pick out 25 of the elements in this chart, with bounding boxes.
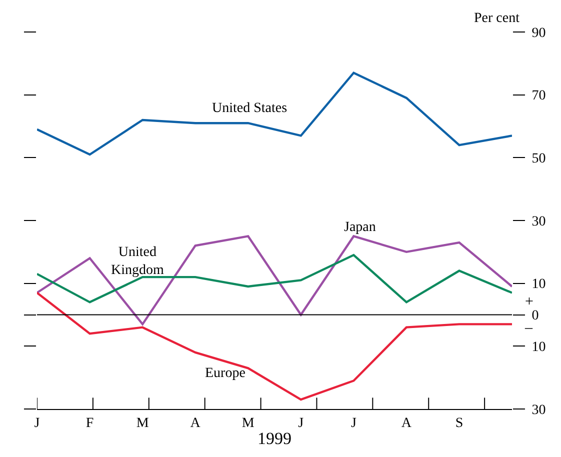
y-tick-label: 0 [532, 308, 539, 324]
x-tick-label: M [242, 416, 255, 431]
y-tick-label: 90 [532, 26, 546, 41]
x-tick-label: J [34, 416, 40, 431]
y-tick-label: 30 [532, 214, 546, 230]
series-label: United Kingdom [111, 245, 164, 278]
x-tick-label: M [136, 416, 150, 431]
y-tick-label: 50 [532, 152, 546, 167]
x-tick-label: A [190, 416, 202, 431]
x-tick-label: A [401, 416, 412, 431]
x-tick-label: J [350, 416, 357, 431]
text: – [524, 320, 533, 336]
y-axis-title: Per cent [474, 11, 520, 26]
y-tick-label: 30 [532, 402, 546, 418]
y-tick-label: 10 [532, 277, 546, 292]
x-tick-label: F [86, 416, 94, 431]
text: + [525, 294, 534, 310]
series-label: Japan [344, 220, 376, 235]
x-tick-label: J [298, 416, 304, 431]
x-axis-title: 1999 [258, 429, 292, 448]
series-label: United States [212, 101, 288, 116]
series-label: Europe [205, 366, 246, 381]
x-tick-label: S [455, 416, 464, 431]
y-tick-label: 10 [532, 340, 546, 356]
y-tick-label: 70 [532, 88, 546, 104]
